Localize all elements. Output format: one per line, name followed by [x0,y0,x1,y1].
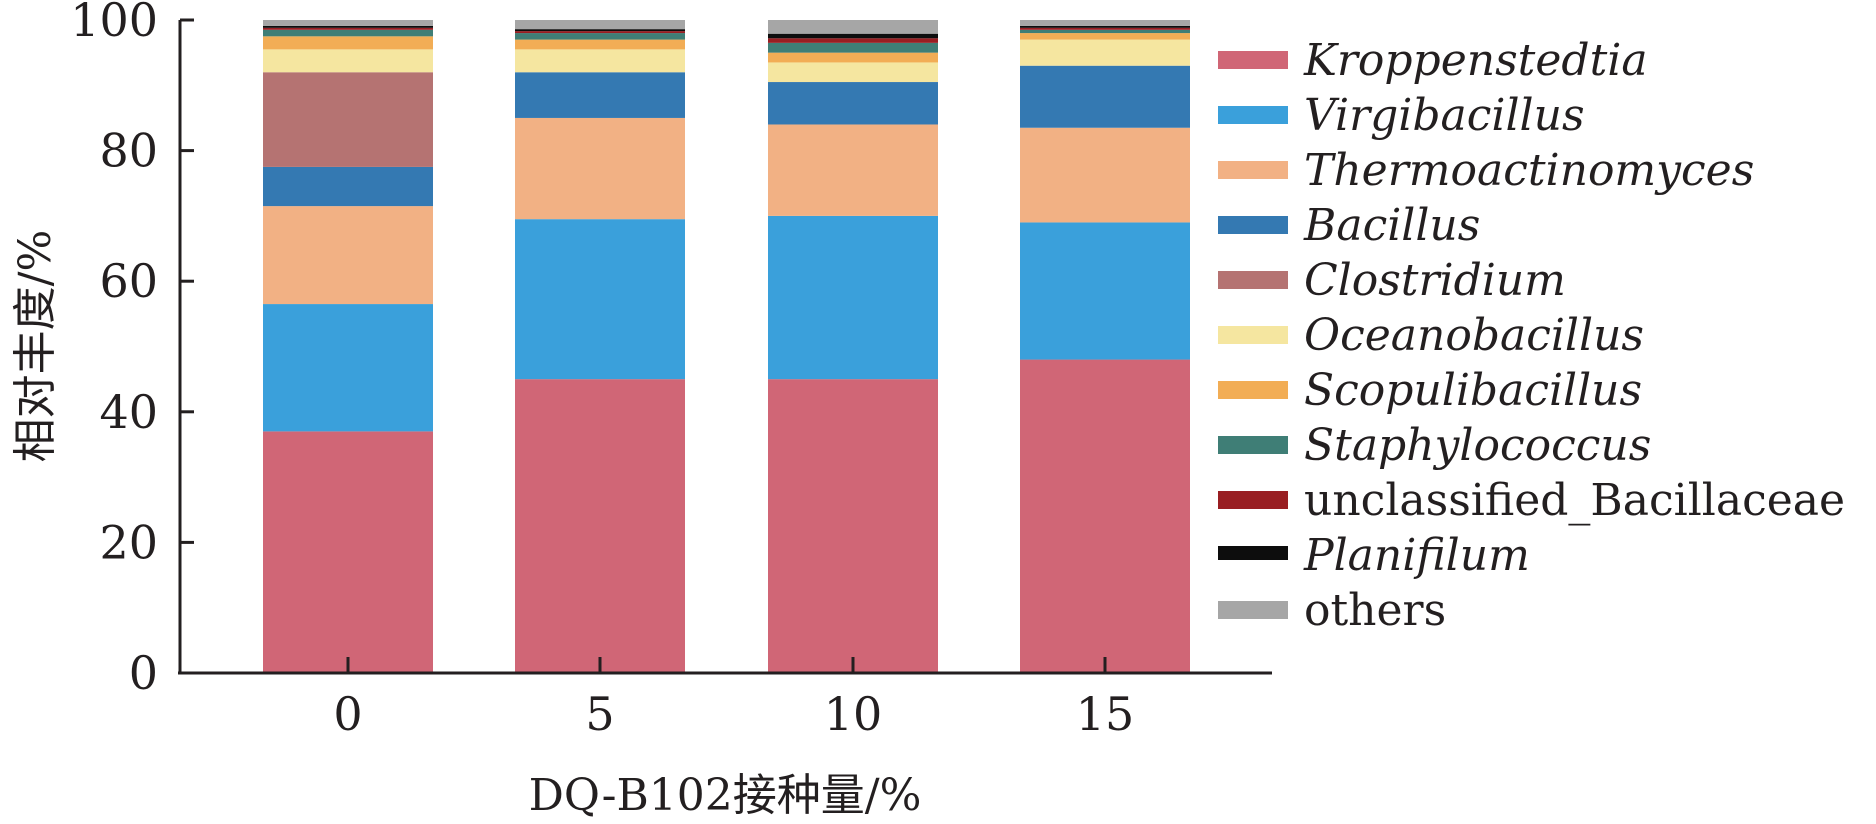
legend-label-Thermoactinomyces: Thermoactinomyces [1304,145,1754,196]
bar-segment-10-Bacillus [768,82,938,125]
x-ticks: 0 5 10 15 [333,657,1134,741]
bar-segment-0-Scopulibacillus [263,36,433,50]
bar-segment-15-Planifilum [1020,25,1190,28]
bar-segment-5-Oceanobacillus [515,49,685,73]
bar-segment-15-Staphylococcus [1020,29,1190,34]
legend-label-Kroppenstedtia: Kroppenstedtia [1303,35,1648,86]
bar-segment-5-Scopulibacillus [515,39,685,50]
bar-segment-15-Kroppenstedtia [1020,359,1190,673]
bar-segment-10-others [768,20,938,34]
legend-swatch-Clostridium [1218,271,1288,289]
bar-segment-15-Scopulibacillus [1020,33,1190,40]
legend-swatch-unclassified_Bacillaceae [1218,491,1288,509]
bar-segment-15-others [1020,20,1190,26]
legend-label-others: others [1304,585,1446,636]
bar-segment-5-Thermoactinomyces [515,117,685,220]
legend-label-Planifilum: Planifilum [1303,530,1530,581]
legend-label-Bacillus: Bacillus [1303,200,1480,251]
bar-segment-10-Scopulibacillus [768,52,938,63]
bar-segment-5-Staphylococcus [515,33,685,40]
bar-segment-15-Virgibacillus [1020,222,1190,360]
bar-segment-5-Kroppenstedtia [515,379,685,673]
legend-swatch-Kroppenstedtia [1218,51,1288,69]
legend-label-unclassified_Bacillaceae: unclassified_Bacillaceae [1304,475,1845,526]
bar-segment-10-unclassified_Bacillaceae [768,38,938,43]
bar-segment-15-unclassified_Bacillaceae [1020,27,1190,30]
bar-segment-0-Planifilum [263,25,433,28]
bar-segment-5-unclassified_Bacillaceae [515,31,685,34]
bar-segment-0-Bacillus [263,166,433,207]
bar-segment-0-Staphylococcus [263,29,433,37]
legend: KroppenstedtiaVirgibacillusThermoactinom… [1218,35,1845,636]
legend-swatch-Bacillus [1218,216,1288,234]
bar-segment-10-Virgibacillus [768,215,938,380]
bar-segment-10-Kroppenstedtia [768,379,938,673]
legend-swatch-Thermoactinomyces [1218,161,1288,179]
legend-label-Clostridium: Clostridium [1304,255,1566,306]
bar-segment-5-Virgibacillus [515,219,685,380]
bar-segment-0-Kroppenstedtia [263,431,433,673]
legend-swatch-Oceanobacillus [1218,326,1288,344]
bar-segment-10-Thermoactinomyces [768,124,938,216]
legend-label-Scopulibacillus: Scopulibacillus [1304,365,1642,416]
legend-swatch-Scopulibacillus [1218,381,1288,399]
bars-layer [263,20,1190,673]
legend-label-Oceanobacillus: Oceanobacillus [1304,310,1644,361]
bar-segment-10-Staphylococcus [768,42,938,53]
axes-layer [178,20,1272,675]
bar-segment-5-others [515,20,685,30]
y-tick-label: 40 [99,385,158,439]
bar-segment-15-Oceanobacillus [1020,39,1190,66]
bar-segment-5-Bacillus [515,72,685,118]
x-tick-label: 10 [824,687,883,741]
bar-segment-10-Planifilum [768,33,938,39]
legend-swatch-Staphylococcus [1218,436,1288,454]
bar-segment-0-Thermoactinomyces [263,206,433,305]
bar-segment-0-Virgibacillus [263,304,433,432]
x-tick-label: 0 [333,687,362,741]
x-tick-label: 5 [585,687,614,741]
legend-label-Staphylococcus: Staphylococcus [1304,420,1651,471]
bar-segment-0-unclassified_Bacillaceae [263,27,433,30]
legend-swatch-Virgibacillus [1218,106,1288,124]
bar-segment-15-Thermoactinomyces [1020,127,1190,223]
y-tick-label: 20 [99,515,158,569]
y-tick-label: 60 [99,254,158,308]
legend-label-Virgibacillus: Virgibacillus [1304,90,1585,141]
y-ticks: 0 20 40 60 80 100 [70,0,194,700]
x-tick-label: 15 [1076,687,1135,741]
bar-segment-10-Oceanobacillus [768,62,938,83]
legend-swatch-Planifilum [1218,546,1288,560]
x-axis-title: DQ-B102接种量/% [529,770,922,821]
bar-segment-0-Oceanobacillus [263,49,433,73]
bar-segment-0-Clostridium [263,72,433,167]
bar-segment-15-Bacillus [1020,65,1190,128]
y-tick-label: 100 [70,0,158,47]
y-tick-label: 80 [99,124,158,178]
y-tick-label: 0 [129,646,158,700]
bar-segment-5-Planifilum [515,29,685,32]
legend-swatch-others [1218,601,1288,619]
y-axis-title: 相对丰度/% [10,230,61,463]
bar-segment-0-others [263,20,433,26]
